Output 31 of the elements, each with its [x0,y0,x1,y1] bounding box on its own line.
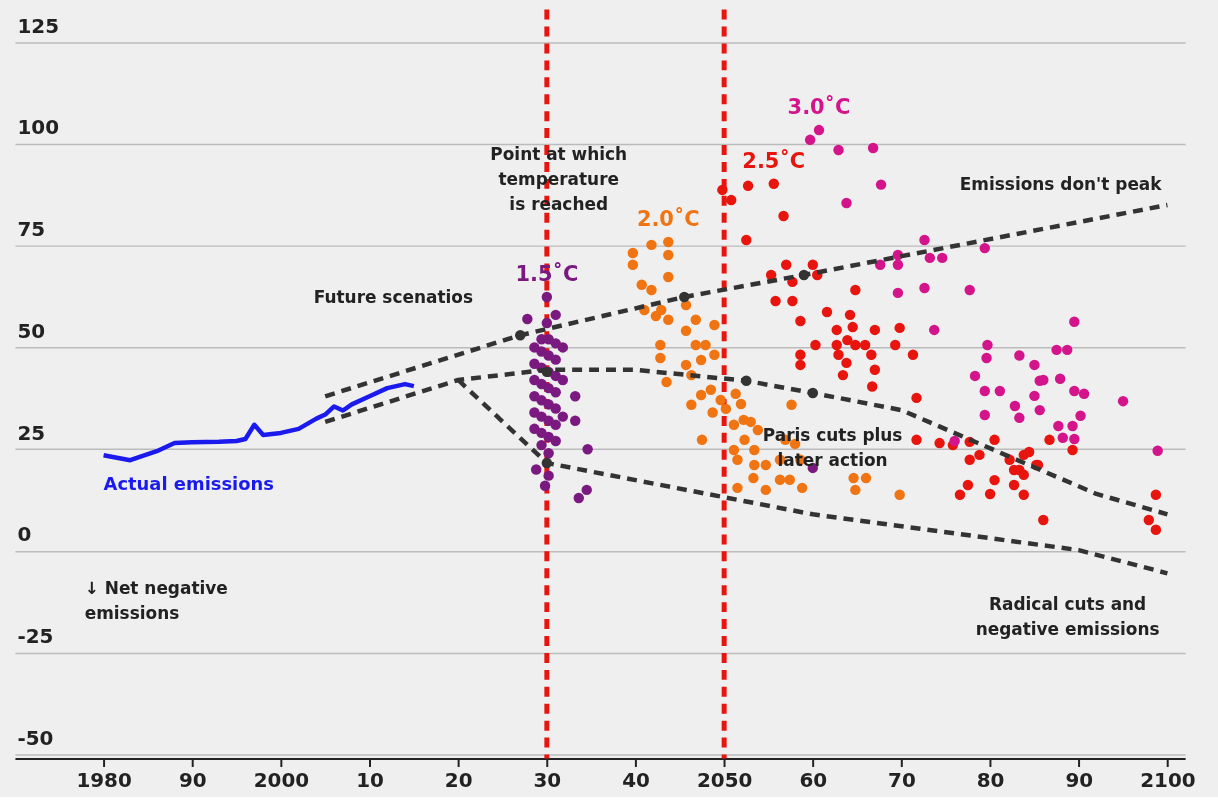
y-tick-label: 75 [17,218,46,242]
series-label: 3.0˚C [787,95,851,120]
x-tick-label: 10 [356,768,384,792]
x-tick-label: 80 [976,768,1005,792]
x-tick-label: 2050 [696,768,753,792]
y-tick-label: 125 [17,14,59,38]
x-tick-label: 90 [178,768,207,792]
series-label: 2.5˚C [742,148,806,173]
y-tick-label: 0 [17,523,32,547]
annotation: Future scenatios [313,287,474,308]
annotation: Radical cuts and negative emissions [975,594,1160,640]
x-tick-label: 2000 [253,768,310,792]
annotation: ↓ Net negative emissions [84,578,228,624]
x-tick-label: 1980 [76,768,132,792]
x-tick-label: 20 [444,768,473,792]
x-tick-label: 2100 [1140,768,1196,792]
x-tick-label: 90 [1065,768,1094,792]
y-tick-label: -50 [17,726,54,750]
x-tick-label: 30 [533,768,562,792]
x-tick-label: 40 [622,768,650,792]
annotation: Emissions don't peak [959,173,1163,194]
y-tick-label: 50 [17,319,46,343]
y-tick-label: -25 [17,625,54,649]
x-tick-label: 60 [799,768,828,792]
y-tick-label: 100 [17,116,59,140]
x-tick-label: 70 [888,768,916,792]
y-tick-label: 25 [17,421,46,445]
series-label: 1.5˚C [515,262,579,287]
series-label: Actual emissions [103,473,274,495]
annotation: Point at which temperature is reached [490,143,628,214]
series-label: 2.0˚C [636,207,700,232]
